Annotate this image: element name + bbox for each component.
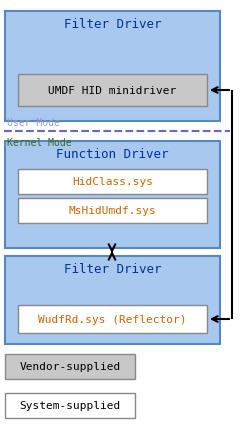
Text: System-supplied: System-supplied [19, 400, 121, 411]
Text: User Mode: User Mode [7, 118, 60, 128]
Text: Vendor-supplied: Vendor-supplied [19, 362, 121, 371]
Text: Function Driver: Function Driver [56, 148, 169, 161]
Text: MsHidUmdf.sys: MsHidUmdf.sys [69, 206, 156, 216]
Text: UMDF HID minidriver: UMDF HID minidriver [48, 86, 177, 96]
FancyBboxPatch shape [5, 354, 135, 379]
FancyBboxPatch shape [5, 142, 220, 248]
FancyBboxPatch shape [5, 256, 220, 344]
FancyBboxPatch shape [18, 305, 207, 333]
Text: Filter Driver: Filter Driver [64, 18, 161, 31]
FancyBboxPatch shape [18, 170, 207, 195]
FancyBboxPatch shape [5, 12, 220, 122]
Text: HidClass.sys: HidClass.sys [72, 177, 153, 187]
FancyBboxPatch shape [18, 199, 207, 224]
FancyBboxPatch shape [18, 75, 207, 107]
Text: Kernel Mode: Kernel Mode [7, 138, 72, 148]
Text: WudfRd.sys (Reflector): WudfRd.sys (Reflector) [38, 314, 187, 324]
Text: Filter Driver: Filter Driver [64, 262, 161, 275]
FancyBboxPatch shape [5, 393, 135, 418]
